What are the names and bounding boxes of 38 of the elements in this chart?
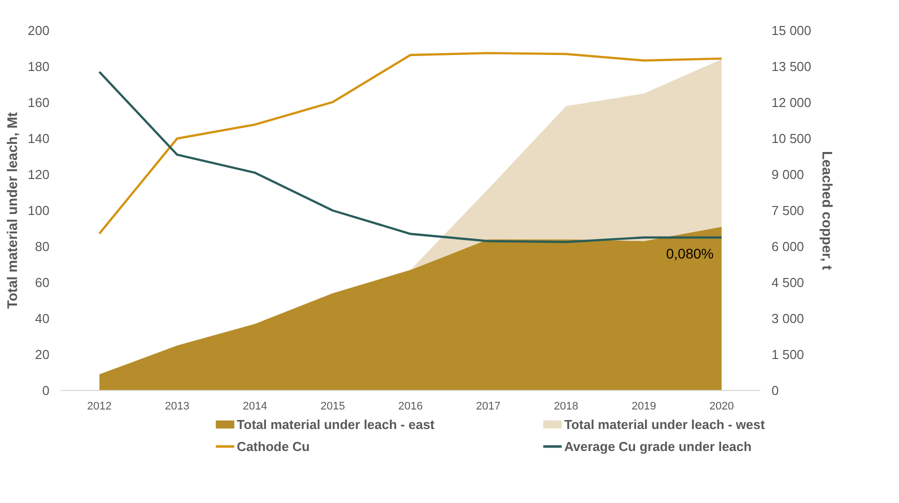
y-tick-label: 140 — [28, 131, 50, 146]
y-axis-title: Total material under leach, Mt — [4, 112, 20, 309]
x-tick-label: 2012 — [87, 400, 112, 412]
y-tick-label: 60 — [35, 275, 50, 290]
x-tick-label: 2019 — [632, 400, 656, 412]
y2-tick-label: 7 500 — [772, 203, 804, 218]
y2-tick-label: 6 000 — [772, 239, 804, 254]
legend-label: Cathode Cu — [236, 439, 310, 454]
y2-tick-label: 1 500 — [772, 347, 804, 362]
y-tick-label: 160 — [28, 95, 50, 110]
y2-tick-label: 13 500 — [772, 59, 812, 74]
y-tick-label: 200 — [28, 23, 50, 38]
annotation: 0,080% — [666, 246, 714, 262]
y2-tick-label: 3 000 — [772, 311, 804, 326]
x-tick-label: 2016 — [398, 400, 423, 412]
x-tick-label: 2013 — [164, 400, 190, 412]
legend-label: Average Cu grade under leach — [564, 439, 752, 454]
y-tick-label: 40 — [35, 311, 50, 326]
y-tick-label: 180 — [28, 59, 50, 74]
y2-tick-label: 4 500 — [772, 275, 804, 290]
x-tick-label: 2020 — [709, 400, 734, 412]
y2-tick-label: 15 000 — [772, 23, 812, 38]
legend-label: Total material under leach - east — [236, 417, 436, 432]
y2-tick-label: 0 — [772, 383, 779, 398]
x-tick-label: 2017 — [476, 400, 501, 412]
y-tick-label: 0 — [42, 383, 50, 398]
x-tick-label: 2015 — [320, 400, 345, 412]
y2-tick-label: 12 000 — [772, 95, 812, 110]
y-tick-label: 20 — [35, 347, 50, 362]
x-tick-label: 2014 — [242, 400, 268, 412]
legend-label: Total material under leach - west — [564, 417, 766, 432]
x-tick-label: 2018 — [554, 400, 578, 412]
y-tick-label: 120 — [28, 167, 50, 182]
y2-axis-title: Leached copper, t — [819, 150, 836, 270]
y2-tick-label: 10 500 — [772, 131, 812, 146]
y2-tick-label: 9 000 — [772, 167, 804, 182]
y-tick-label: 100 — [28, 203, 50, 218]
y-tick-label: 80 — [35, 239, 50, 254]
